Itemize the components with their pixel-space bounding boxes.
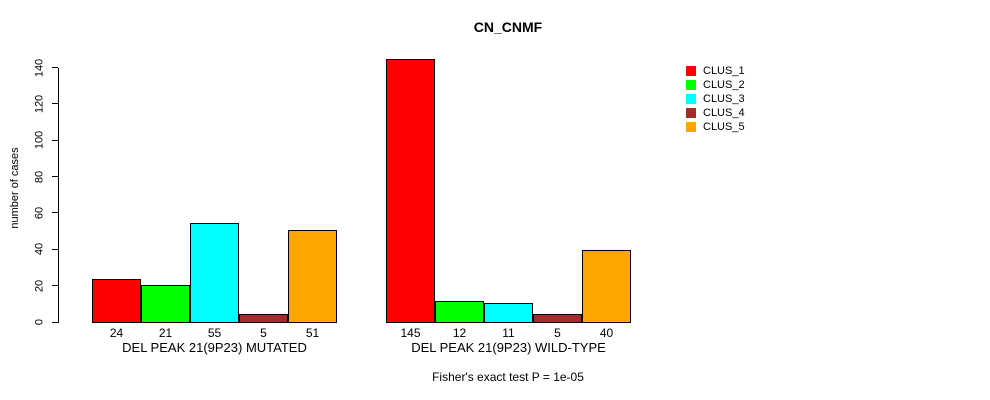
y-axis-label: number of cases [9, 147, 21, 229]
bar-value-label: 21 [158, 326, 173, 340]
legend-swatch [686, 94, 696, 104]
legend-label: CLUS_5 [703, 121, 745, 133]
y-tick-label: 80 [33, 170, 46, 183]
legend: CLUS_1 CLUS_2 CLUS_3 CLUS_4 CLUS_5 [686, 65, 806, 146]
legend-item: CLUS_2 [686, 79, 806, 94]
bar-value-label: 11 [502, 326, 515, 340]
y-tick-label: 120 [33, 94, 46, 114]
y-tick-label: 140 [33, 58, 46, 77]
y-tick-label: 100 [33, 131, 46, 150]
chart-title: CN_CNMF [473, 19, 543, 35]
y-tick-label: 60 [33, 206, 46, 220]
y-tick-mark [52, 139, 58, 141]
x-group-label: DEL PEAK 21(9P23) MUTATED [122, 340, 307, 355]
bar [190, 223, 239, 323]
bar [386, 59, 435, 323]
legend-item: CLUS_3 [686, 93, 806, 108]
y-tick-label: 40 [33, 243, 46, 256]
legend-label: CLUS_1 [703, 65, 745, 77]
bar-value-label: 5 [260, 326, 267, 340]
bar [288, 230, 337, 323]
legend-label: CLUS_4 [703, 107, 745, 119]
bar [141, 284, 190, 323]
y-tick-mark [52, 176, 58, 178]
bar-value-label: 40 [599, 326, 614, 340]
bar [435, 301, 484, 323]
y-axis-line [58, 67, 59, 323]
y-tick-mark [52, 212, 58, 214]
bar-value-label: 145 [400, 326, 421, 340]
y-tick-label: 0 [33, 318, 46, 326]
x-group-label: DEL PEAK 21(9P23) WILD-TYPE [411, 340, 606, 355]
legend-swatch [686, 122, 696, 132]
footnote: Fisher's exact test P = 1e-05 [432, 370, 584, 384]
legend-swatch [686, 80, 696, 90]
legend-label: CLUS_3 [703, 93, 745, 105]
legend-item: CLUS_1 [686, 65, 806, 80]
legend-item: CLUS_5 [686, 121, 806, 136]
bar-value-label: 24 [109, 326, 124, 340]
y-tick-mark [52, 67, 58, 68]
bar [484, 303, 533, 323]
bar [533, 313, 582, 323]
bar-value-label: 12 [452, 326, 467, 340]
y-tick-mark [52, 321, 58, 323]
bar-value-label: 55 [207, 326, 222, 340]
bar-value-label: 51 [305, 326, 320, 340]
legend-label: CLUS_2 [703, 79, 745, 91]
bar-value-label: 5 [554, 326, 561, 340]
bar [582, 250, 631, 323]
legend-swatch [686, 108, 696, 118]
y-tick-label: 20 [33, 279, 46, 292]
legend-swatch [686, 66, 696, 76]
bar [239, 313, 288, 323]
y-tick-mark [52, 248, 58, 250]
y-tick-mark [52, 103, 58, 105]
legend-item: CLUS_4 [686, 107, 806, 122]
bar [92, 279, 141, 323]
y-tick-mark [52, 285, 58, 287]
